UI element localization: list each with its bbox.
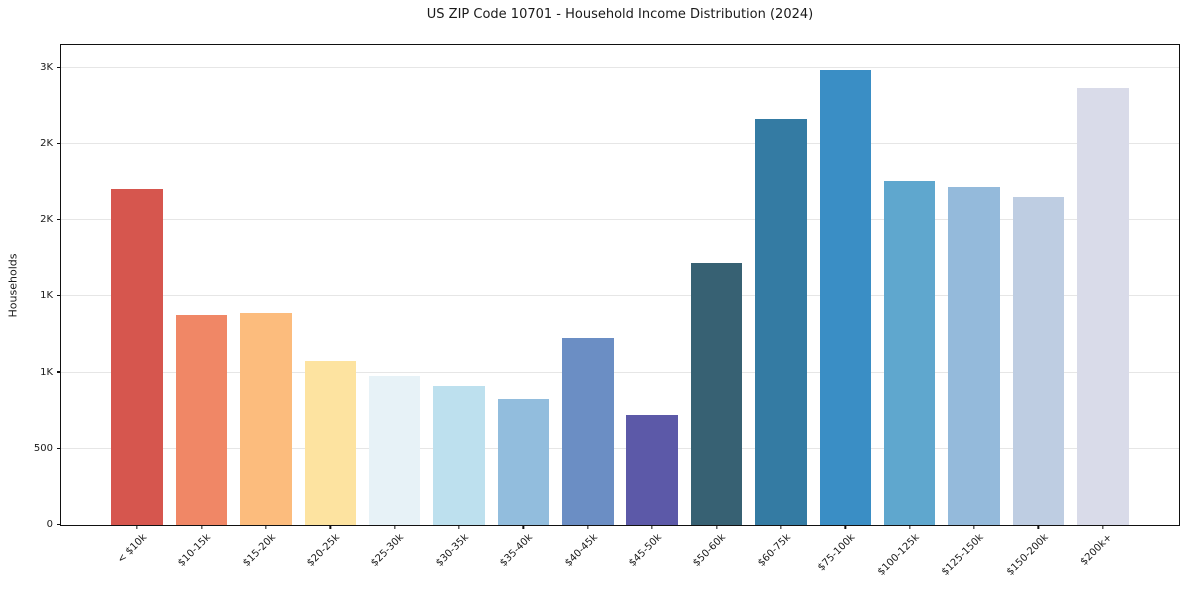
bar-slot: $30-35k: [427, 45, 491, 569]
x-tick-mark: [329, 525, 331, 529]
bar: [1012, 196, 1065, 525]
bar: [626, 414, 678, 525]
x-tick-label: $50-60k: [691, 532, 729, 569]
bar: [433, 386, 485, 525]
chart-title: US ZIP Code 10701 - Household Income Dis…: [426, 7, 814, 22]
bar: [1077, 88, 1129, 525]
bar: [175, 315, 228, 525]
bar-slot: $125-150k: [940, 45, 1006, 578]
x-tick-label: $60-75k: [755, 532, 793, 569]
x-tick-mark: [136, 525, 138, 529]
x-tick-mark: [394, 525, 396, 529]
bar: [948, 187, 1000, 525]
gridline: [61, 219, 1179, 221]
x-tick-mark: [1037, 525, 1040, 529]
y-tick-label: 500: [33, 442, 53, 454]
y-tick-mark: [57, 66, 61, 68]
y-tick-mark: [57, 218, 61, 221]
gridline: [61, 447, 1179, 449]
y-tick-label: 1K: [40, 366, 53, 378]
bars-container: < $10k $10-15k $15-20k $20-25k $25-30k $30-35…: [61, 45, 1179, 578]
bar-slot: $100-125k: [876, 45, 942, 578]
gridline: [61, 143, 1179, 145]
plot-area: 0 500 1K 1K 2K 2K 3K < $10k $10-15k $15-20k $20-2…: [34, 44, 1180, 578]
x-tick-label: $125-150k: [939, 532, 986, 578]
bar-slot: $50-60k: [684, 45, 748, 569]
x-tick-label: $150-200k: [1004, 532, 1051, 578]
x-tick-label: $25-30k: [369, 532, 407, 569]
x-tick-mark: [844, 525, 846, 529]
x-tick-label: $35-40k: [498, 532, 536, 569]
x-tick-label: $15-20k: [240, 532, 278, 569]
x-tick-label: $75-100k: [815, 532, 858, 574]
x-tick-mark: [200, 525, 203, 529]
bar-slot: $35-40k: [491, 45, 555, 569]
y-axis-label-text: Households: [6, 253, 20, 317]
bar-slot: $20-25k: [298, 45, 362, 569]
x-tick-label: < $10k: [115, 532, 149, 566]
bar-slot: $150-200k: [1004, 45, 1070, 578]
bar-slot: $60-75k: [749, 45, 813, 569]
gridline: [61, 371, 1179, 373]
y-tick-label: 0: [46, 519, 53, 530]
x-tick-label: $20-25k: [305, 532, 343, 569]
y-tick-label: 2K: [40, 214, 53, 226]
y-tick-mark: [57, 142, 61, 145]
x-tick-mark: [909, 525, 911, 529]
bar: [755, 118, 807, 525]
x-tick-label: $30-35k: [433, 532, 471, 569]
gridline: [61, 66, 1179, 68]
bar-slot: $15-20k: [234, 45, 298, 569]
x-tick-mark: [780, 525, 782, 529]
x-tick-label: $45-50k: [627, 532, 664, 569]
y-tick-label: 2K: [40, 138, 53, 150]
x-tick-label: $40-45k: [562, 532, 600, 569]
y-tick-label: 3K: [40, 61, 53, 73]
x-tick-mark: [973, 525, 975, 529]
bar-slot: $40-45k: [556, 45, 620, 569]
y-tick-mark: [57, 523, 61, 525]
x-tick-mark: [587, 525, 589, 529]
x-tick-label: $100-125k: [875, 532, 922, 578]
y-tick-label: 1K: [40, 290, 53, 302]
x-tick-mark: [458, 525, 460, 529]
bar-slot: $10-15k: [169, 45, 233, 569]
y-tick-mark: [57, 447, 61, 449]
bar: [819, 70, 872, 525]
x-tick-label: $200k+: [1078, 532, 1115, 568]
x-tick-label: $10-15k: [176, 532, 214, 569]
bar-slot: $75-100k: [813, 45, 877, 573]
y-axis-label: Households: [0, 44, 26, 526]
bar: [690, 262, 743, 525]
bar-slot: $200k+: [1071, 45, 1135, 568]
bar: [240, 313, 292, 525]
x-tick-mark: [1102, 525, 1104, 529]
bar: [111, 189, 163, 525]
bar-slot: $45-50k: [620, 45, 684, 569]
bar: [368, 375, 421, 525]
bar-slot: $25-30k: [363, 45, 427, 569]
x-tick-mark: [522, 525, 525, 529]
bar-slot: < $10k: [105, 45, 169, 566]
x-tick-mark: [651, 525, 653, 529]
y-tick-mark: [57, 371, 61, 373]
y-tick-mark: [57, 295, 61, 297]
bar: [562, 338, 614, 525]
bar: [883, 180, 936, 525]
bar: [497, 398, 550, 525]
x-tick-mark: [715, 525, 718, 529]
gridline: [61, 295, 1179, 297]
bar: [304, 361, 357, 525]
x-tick-mark: [265, 525, 267, 529]
